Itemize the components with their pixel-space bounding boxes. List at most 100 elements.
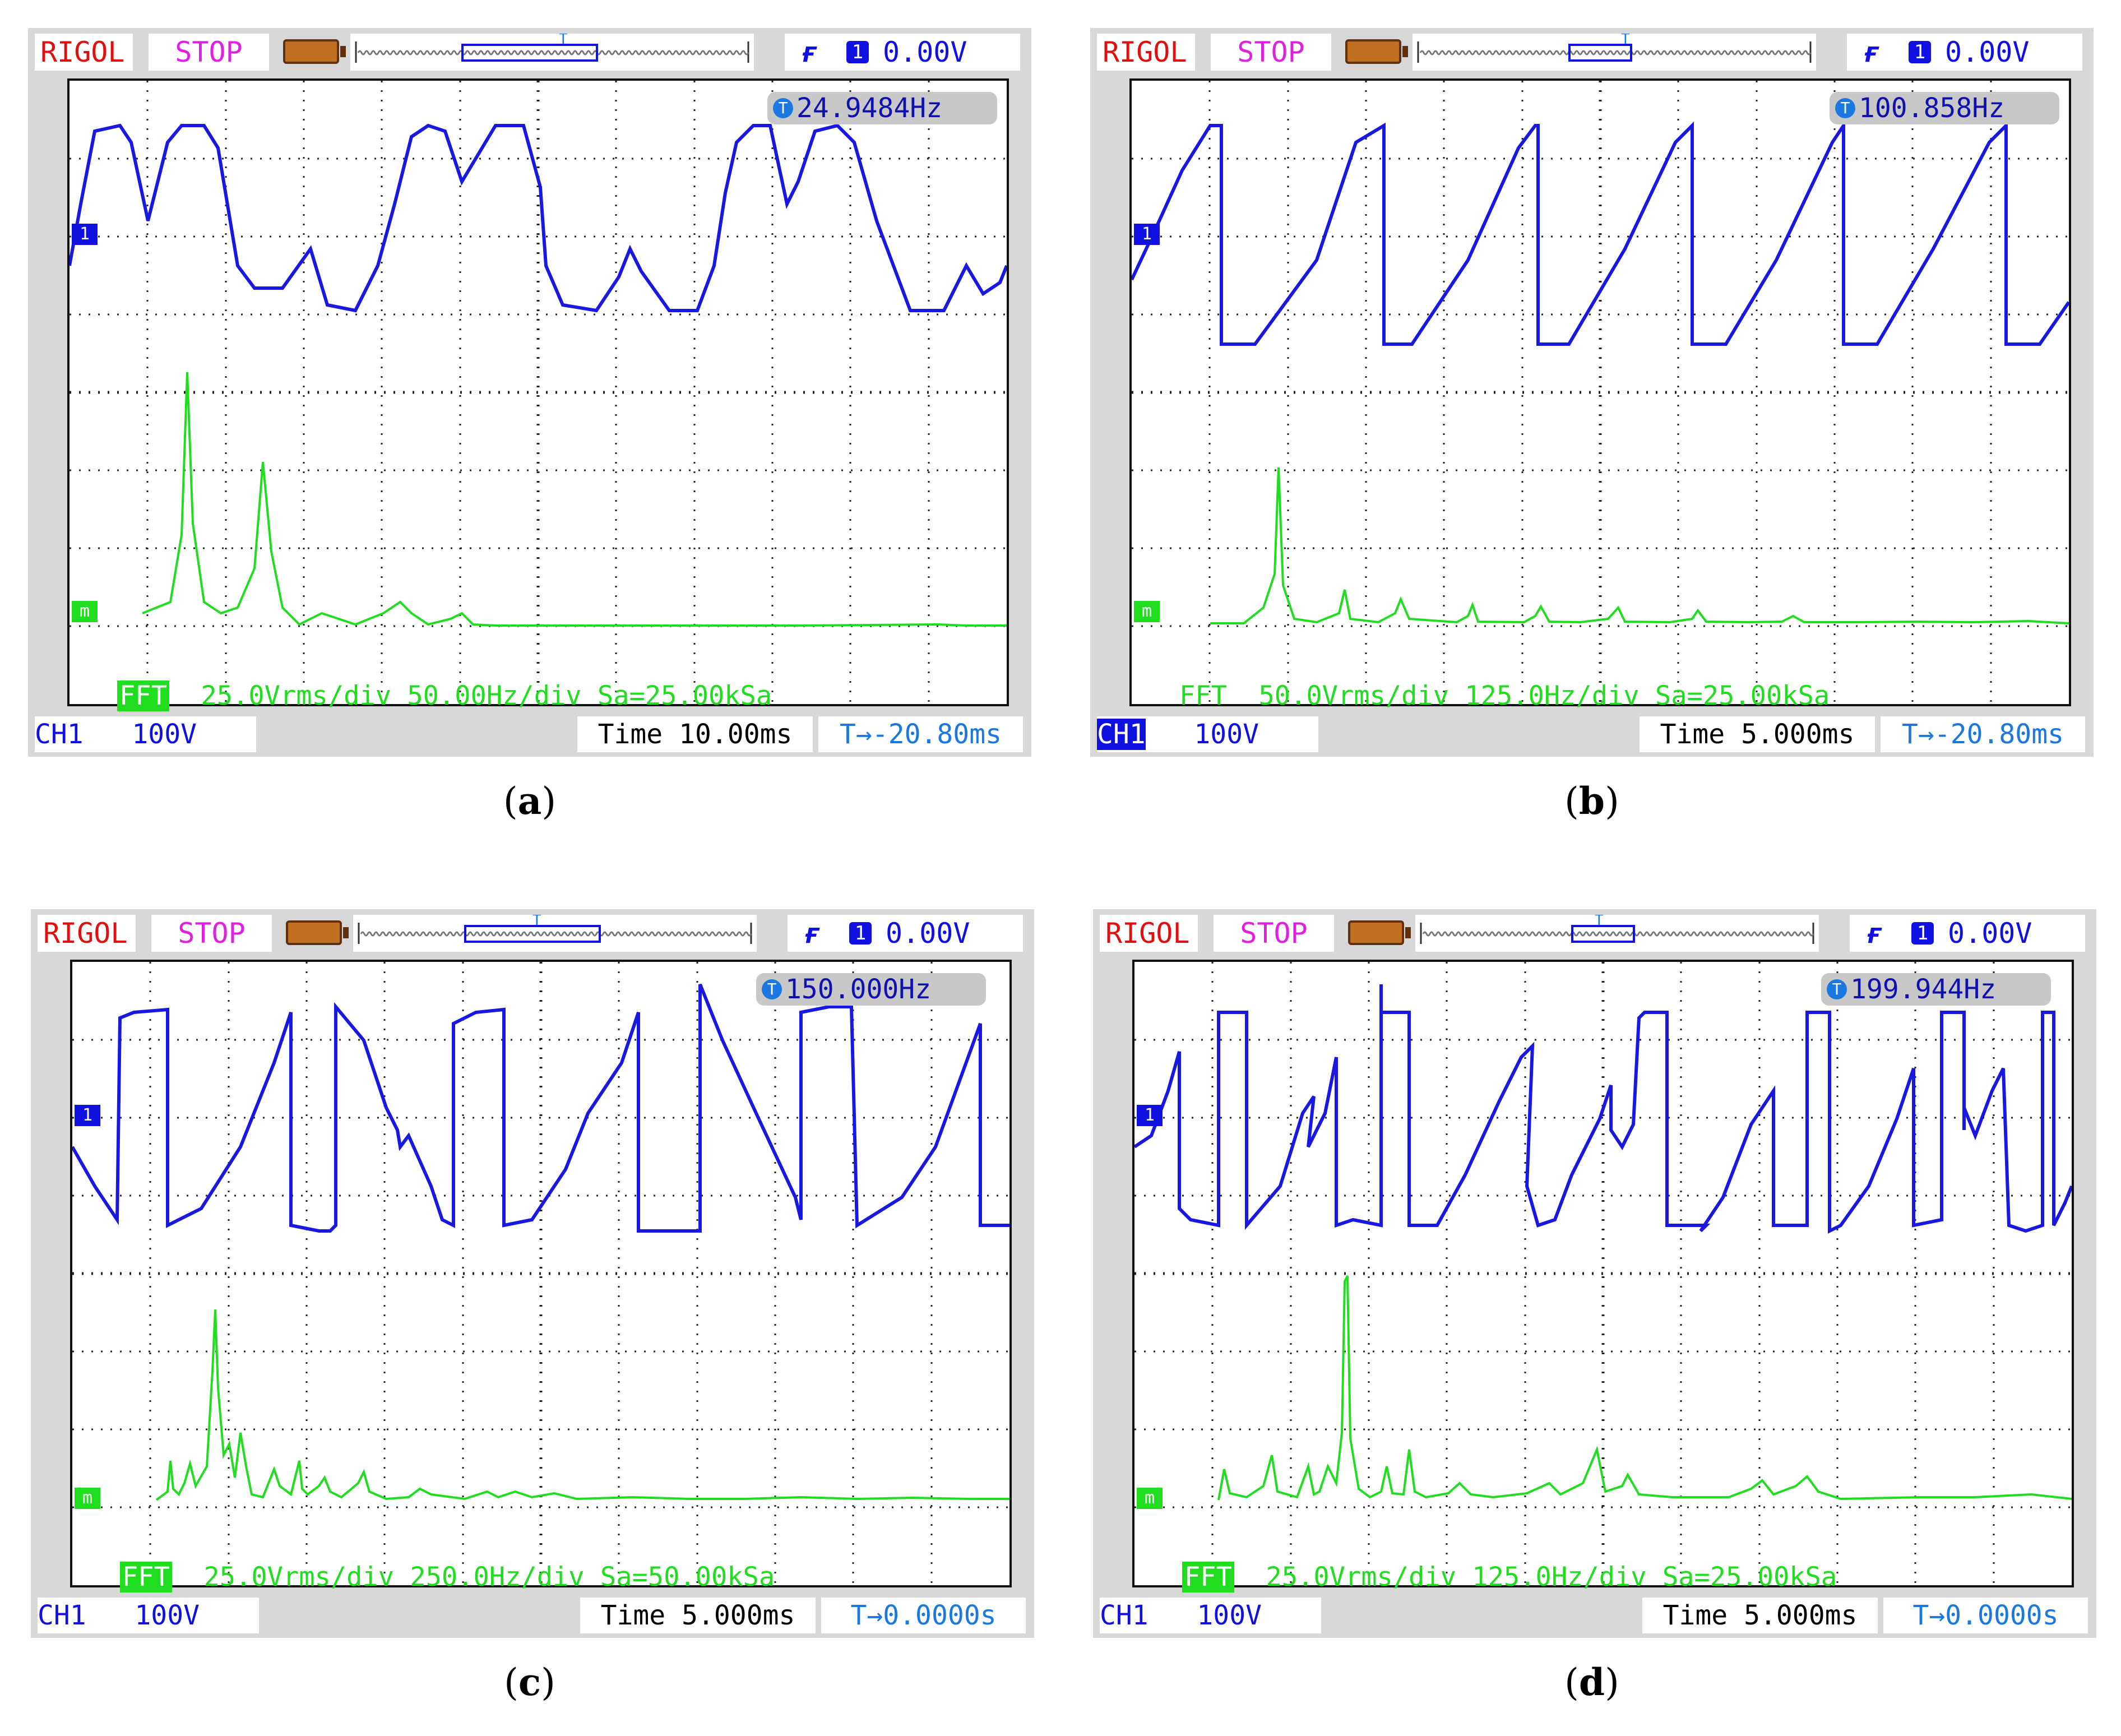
math-ground-marker[interactable]: m <box>75 1488 100 1509</box>
brand-label: RIGOL <box>1100 915 1198 952</box>
trigger-badge-icon: T <box>773 98 793 118</box>
panel-caption: (d) <box>1564 1660 1619 1704</box>
math-ground-marker[interactable]: m <box>1134 601 1160 622</box>
frequency-value: 199.944Hz <box>1850 974 1997 1005</box>
ch1-ground-marker[interactable]: 1 <box>75 1105 100 1126</box>
ch1-ground-marker[interactable]: 1 <box>1137 1105 1163 1126</box>
run-status[interactable]: STOP <box>149 34 269 71</box>
grid-svg <box>1134 962 2072 1585</box>
header-bar: RIGOL STOP T ғ 1 0.00V <box>28 28 1031 78</box>
timebase[interactable]: Time 5.000ms <box>1640 716 1875 752</box>
frequency-readout: T 199.944Hz <box>1821 973 2051 1006</box>
trigger-info[interactable]: ғ 1 0.00V <box>1847 34 2082 71</box>
math-ground-marker[interactable]: m <box>72 601 98 622</box>
ch1-waveform <box>1134 984 2072 1234</box>
channel-name: CH1 <box>1100 1600 1149 1631</box>
svg-text:T: T <box>559 34 568 48</box>
frequency-value: 24.9484Hz <box>796 92 943 124</box>
channel-scale[interactable]: CH1 100V <box>1097 716 1318 752</box>
trigger-icon: T <box>840 719 856 750</box>
frequency-readout: T 100.858Hz <box>1830 92 2059 124</box>
memory-icon <box>1348 920 1411 945</box>
run-status[interactable]: STOP <box>151 915 272 952</box>
trigger-info[interactable]: ғ 1 0.00V <box>788 915 1023 952</box>
fft-settings: 25.0Vrms/div 250.0Hz/div Sa=50.00kSa <box>203 1562 775 1593</box>
footer-bar: CH1 100V Time 10.00ms T→-20.80ms <box>28 712 1031 757</box>
trigger-badge-icon: T <box>1835 98 1855 118</box>
run-status[interactable]: STOP <box>1214 915 1334 952</box>
fft-tag: FFT <box>120 1562 172 1593</box>
memory-depth-strip: T <box>350 34 754 71</box>
channel-name: CH1 <box>35 719 84 750</box>
frequency-value: 100.858Hz <box>1859 92 2005 124</box>
timebase[interactable]: Time 5.000ms <box>580 1598 816 1633</box>
offset-value: 0.0000s <box>1945 1600 2059 1631</box>
footer-bar: CH1 100V Time 5.000ms T→0.0000s <box>31 1593 1034 1638</box>
channel-volts: 100V <box>135 1600 200 1631</box>
fft-trace <box>1217 1275 2072 1501</box>
fft-label: FFT 25.0Vrms/div 250.0Hz/div Sa=50.00kSa <box>120 1561 775 1594</box>
waveform-grid: 1 m T 100.858Hz FFT 50.0Vrms/div 125.0Hz… <box>1129 78 2071 711</box>
fft-trace <box>1210 467 2069 624</box>
fft-settings: 25.0Vrms/div 125.0Hz/div Sa=25.00kSa <box>1266 1562 1837 1593</box>
memory-icon <box>283 39 346 64</box>
channel-name: CH1 <box>38 1600 86 1631</box>
trigger-icon: T <box>1902 719 1918 750</box>
edge-trigger-icon: ғ <box>804 917 822 950</box>
memory-icon <box>1345 39 1408 64</box>
scope-screen: RIGOL STOP T ғ 1 0.00V 1 m T 24.9484Hz <box>28 28 1031 757</box>
waveform-grid: 1 m T 150.000Hz FFT 25.0Vrms/div 250.0Hz… <box>70 960 1012 1593</box>
trigger-info[interactable]: ғ 1 0.00V <box>785 34 1020 71</box>
channel-scale[interactable]: CH1 100V <box>35 716 256 752</box>
brand-label: RIGOL <box>35 34 133 71</box>
memory-depth-strip: T <box>1413 34 1816 71</box>
channel-volts: 100V <box>132 719 197 750</box>
trigger-offset[interactable]: T→0.0000s <box>821 1598 1026 1633</box>
ch1-waveform <box>72 983 1009 1233</box>
ch1-ground-marker[interactable]: 1 <box>72 224 98 245</box>
panel-caption: (b) <box>1564 779 1619 823</box>
header-bar: RIGOL STOP T ғ 1 0.00V <box>31 909 1034 960</box>
trigger-badge-icon: T <box>762 979 782 999</box>
svg-text:T: T <box>1595 915 1604 929</box>
timebase[interactable]: Time 10.00ms <box>577 716 813 752</box>
math-ground-marker[interactable]: m <box>1137 1488 1163 1509</box>
fft-label: FFT 50.0Vrms/div 125.0Hz/div Sa=25.00kSa <box>1179 679 1830 713</box>
trigger-channel-badge: 1 <box>849 922 872 945</box>
channel-scale[interactable]: CH1 100V <box>38 1598 259 1633</box>
trigger-level: 0.00V <box>1945 36 2030 68</box>
trigger-icon: T <box>850 1600 867 1631</box>
waveform-grid: 1 m T 199.944Hz FFT 25.0Vrms/div 125.0Hz… <box>1132 960 2074 1593</box>
memory-depth-strip: T <box>1415 915 1819 952</box>
trigger-channel-badge: 1 <box>1911 922 1934 945</box>
edge-trigger-icon: ғ <box>1867 917 1884 950</box>
channel-name: CH1 <box>1097 719 1146 750</box>
fft-settings: 25.0Vrms/div 50.00Hz/div Sa=25.00kSa <box>201 680 772 711</box>
panel-caption: (a) <box>503 779 557 823</box>
fft-tag: FFT <box>117 680 169 711</box>
trigger-info[interactable]: ғ 1 0.00V <box>1850 915 2085 952</box>
fft-tag: FFT <box>1182 1562 1234 1593</box>
memory-icon <box>286 920 349 945</box>
ch1-ground-marker[interactable]: 1 <box>1134 224 1160 245</box>
run-status[interactable]: STOP <box>1211 34 1331 71</box>
svg-text:T: T <box>1621 34 1630 48</box>
channel-volts: 100V <box>1197 1600 1262 1631</box>
footer-bar: CH1 100V Time 5.000ms T→-20.80ms <box>1090 712 2094 757</box>
offset-value: -20.80ms <box>872 719 1002 750</box>
header-bar: RIGOL STOP T ғ 1 0.00V <box>1090 28 2094 78</box>
edge-trigger-icon: ғ <box>802 36 819 68</box>
offset-value: 0.0000s <box>883 1600 997 1631</box>
trigger-offset[interactable]: T→0.0000s <box>1883 1598 2088 1633</box>
trigger-offset[interactable]: T→-20.80ms <box>818 716 1023 752</box>
channel-scale[interactable]: CH1 100V <box>1100 1598 1321 1633</box>
footer-bar: CH1 100V Time 5.000ms T→0.0000s <box>1093 1593 2096 1638</box>
fft-settings: 50.0Vrms/div 125.0Hz/div Sa=25.00kSa <box>1258 680 1830 711</box>
panel-caption: (c) <box>504 1660 555 1704</box>
trigger-icon: T <box>1912 1600 1929 1631</box>
timebase[interactable]: Time 5.000ms <box>1642 1598 1878 1633</box>
channel-volts: 100V <box>1194 719 1259 750</box>
waveform-grid: 1 m T 24.9484Hz FFT 25.0Vrms/div 50.00Hz… <box>67 78 1009 711</box>
grid-svg <box>70 81 1007 704</box>
trigger-offset[interactable]: T→-20.80ms <box>1881 716 2085 752</box>
